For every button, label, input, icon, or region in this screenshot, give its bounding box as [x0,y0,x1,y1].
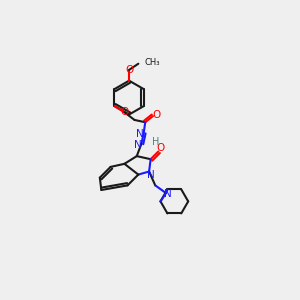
Text: N: N [136,129,144,139]
Text: O: O [125,65,133,75]
Text: O: O [157,143,165,153]
Text: N: N [147,170,154,180]
Text: CH₃: CH₃ [145,58,160,67]
Text: O: O [120,107,129,117]
Text: H: H [152,137,160,147]
Text: N: N [134,140,141,150]
Text: O: O [152,110,160,120]
Text: N: N [164,189,171,199]
